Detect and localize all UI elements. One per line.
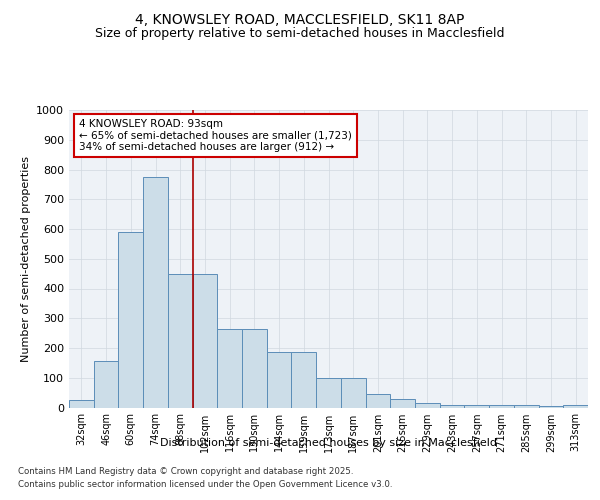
Bar <box>440 404 464 407</box>
Bar <box>292 352 316 408</box>
Bar <box>415 403 440 407</box>
Bar <box>168 274 193 407</box>
Text: Distribution of semi-detached houses by size in Macclesfield: Distribution of semi-detached houses by … <box>160 438 497 448</box>
Bar <box>464 404 489 407</box>
Text: Size of property relative to semi-detached houses in Macclesfield: Size of property relative to semi-detach… <box>95 28 505 40</box>
Bar <box>267 352 292 408</box>
Bar <box>193 274 217 407</box>
Bar <box>563 404 588 407</box>
Bar <box>118 232 143 408</box>
Bar <box>143 177 168 408</box>
Bar <box>390 398 415 407</box>
Y-axis label: Number of semi-detached properties: Number of semi-detached properties <box>20 156 31 362</box>
Bar <box>365 394 390 407</box>
Text: 4 KNOWSLEY ROAD: 93sqm
← 65% of semi-detached houses are smaller (1,723)
34% of : 4 KNOWSLEY ROAD: 93sqm ← 65% of semi-det… <box>79 119 352 152</box>
Bar <box>69 400 94 407</box>
Bar <box>539 406 563 407</box>
Bar <box>242 328 267 407</box>
Text: Contains public sector information licensed under the Open Government Licence v3: Contains public sector information licen… <box>18 480 392 489</box>
Text: Contains HM Land Registry data © Crown copyright and database right 2025.: Contains HM Land Registry data © Crown c… <box>18 468 353 476</box>
Bar <box>316 378 341 408</box>
Text: 4, KNOWSLEY ROAD, MACCLESFIELD, SK11 8AP: 4, KNOWSLEY ROAD, MACCLESFIELD, SK11 8AP <box>136 12 464 26</box>
Bar <box>489 404 514 407</box>
Bar <box>514 404 539 407</box>
Bar <box>217 328 242 407</box>
Bar <box>341 378 365 408</box>
Bar <box>94 362 118 408</box>
